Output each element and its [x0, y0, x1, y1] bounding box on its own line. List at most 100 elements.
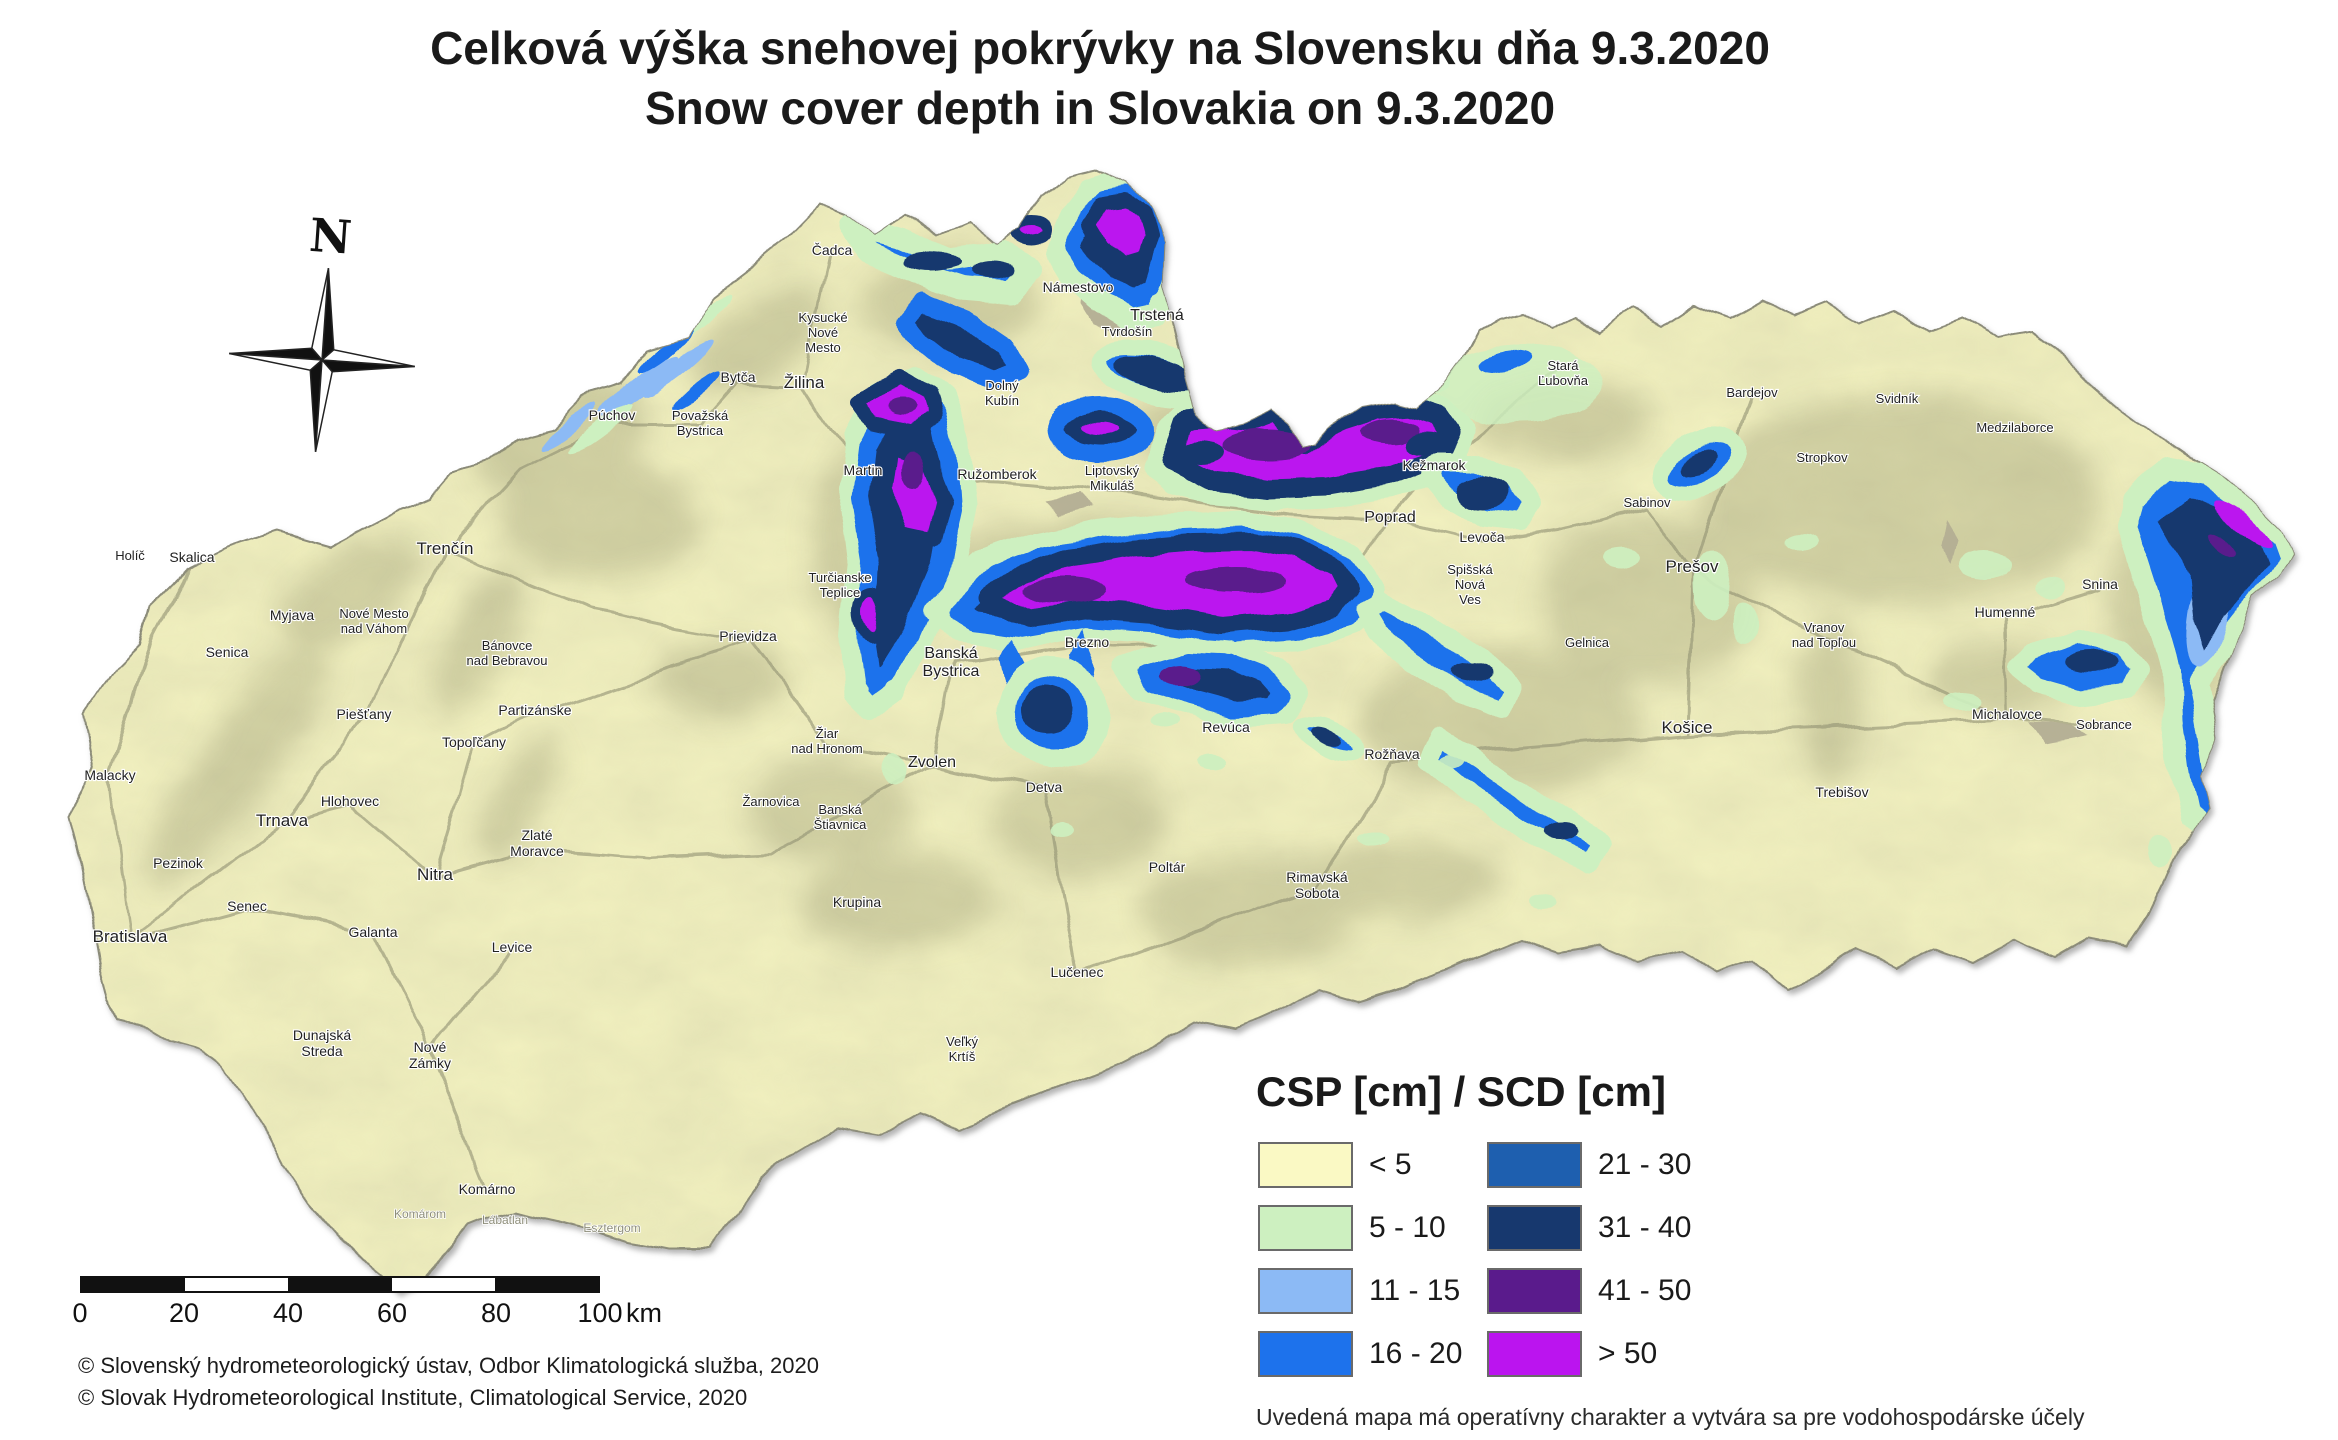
scalebar-tick: 20 [168, 1298, 200, 1328]
city-label: Galanta [348, 924, 397, 940]
city-label: Komárno [459, 1181, 516, 1197]
city-label: Trnava [256, 811, 309, 830]
city-label: Detva [1026, 779, 1063, 795]
city-label: Poprad [1364, 509, 1416, 526]
city-label: Prešov [1666, 557, 1719, 576]
city-label: Martin [844, 462, 883, 478]
city-label: Holíč [115, 548, 145, 563]
city-label: Turčianske Teplice [808, 570, 871, 600]
city-label: Dunajská Streda [293, 1027, 352, 1059]
city-label: Zvolen [908, 754, 956, 771]
scalebar-unit: km [626, 1298, 662, 1328]
legend-title: CSP [cm] / SCD [cm] [1256, 1068, 1666, 1115]
legend-label: 31 - 40 [1598, 1211, 1692, 1244]
city-label: Partizánske [498, 702, 571, 718]
scalebar-segment [391, 1278, 495, 1291]
city-label: Gelnica [1565, 635, 1610, 650]
city-label: Hlohovec [321, 793, 379, 809]
legend-swatch [1487, 1205, 1582, 1251]
city-label: Púchov [589, 407, 636, 423]
legend-label: < 5 [1369, 1148, 1412, 1181]
compass-north-label: N [308, 208, 354, 265]
city-label: Lábatlan [482, 1213, 528, 1227]
city-label: Spišská Nová Ves [1447, 562, 1493, 607]
city-label: Senica [206, 644, 249, 660]
city-label: Banská Štiavnica [814, 802, 868, 832]
city-labels: Bratislava Malacky Pezinok Senec Trnava Galan… [83, 241, 2133, 1236]
city-label: Myjava [270, 607, 315, 623]
city-label: Liptovský Mikuláš [1085, 463, 1140, 493]
city-label: Humenné [1975, 604, 2036, 620]
city-label: Poltár [1149, 859, 1186, 875]
city-label: Kežmarok [1402, 457, 1466, 473]
city-label: Trebišov [1815, 784, 1868, 800]
city-label: Sabinov [1624, 495, 1671, 510]
legend-label: 16 - 20 [1369, 1337, 1463, 1370]
city-label: Prievidza [719, 628, 777, 644]
city-label: Lučenec [1051, 964, 1104, 980]
scalebar-segment [82, 1278, 186, 1291]
city-label: Námestovo [1043, 279, 1114, 295]
city-label: Medzilaborce [1976, 420, 2053, 435]
legend-label: 5 - 10 [1369, 1211, 1446, 1244]
scalebar-tick: 80 [480, 1298, 512, 1328]
city-label: Stará Ľubovňa [1538, 358, 1589, 388]
legend-swatch [1258, 1331, 1353, 1377]
operational-note: Uvedená mapa má operatívny charakter a v… [1256, 1404, 2085, 1430]
scalebar-tick: 100 [577, 1298, 623, 1328]
city-label: Čadca [812, 242, 853, 258]
title-en: Snow cover depth in Slovakia on 9.3.2020 [644, 82, 1556, 134]
city-label: Krupina [833, 894, 881, 910]
city-label: Svidník [1876, 391, 1919, 406]
scalebar-tick: 0 [72, 1298, 88, 1328]
compass-star-icon [229, 268, 415, 452]
title-sk: Celková výška snehovej pokrývky na Slove… [430, 22, 1770, 74]
legend-swatch [1258, 1205, 1353, 1251]
city-label: Košice [1661, 718, 1712, 737]
scalebar-segment [185, 1278, 289, 1291]
city-label: Bytča [720, 369, 755, 385]
city-label: Žarnovica [742, 794, 800, 809]
scalebar-segment [288, 1278, 392, 1291]
city-label: Levice [492, 939, 533, 955]
city-label: Zlaté Moravce [510, 827, 564, 859]
legend-swatch [1258, 1142, 1353, 1188]
city-label: Tvrdošín [1102, 324, 1153, 339]
city-label: Stropkov [1796, 450, 1848, 465]
city-label: Topoľčany [442, 734, 506, 750]
city-label: Nitra [417, 865, 453, 884]
scale-bar [80, 1276, 600, 1293]
city-label: Brezno [1065, 634, 1110, 650]
city-label: Trstená [1130, 307, 1184, 324]
scalebar-tick: 60 [376, 1298, 408, 1328]
city-label: Michalovce [1972, 706, 2042, 722]
city-label: Esztergom [583, 1221, 640, 1235]
city-label: Piešťany [336, 706, 391, 722]
city-label: Kysucké Nové Mesto [798, 310, 847, 355]
city-label: Žilina [784, 373, 825, 392]
compass-rose: N [229, 208, 415, 452]
legend-label: 21 - 30 [1598, 1148, 1692, 1181]
legend-label: > 50 [1598, 1337, 1658, 1370]
city-label: Vranov nad Topľou [1792, 620, 1856, 650]
legend-swatch [1487, 1142, 1582, 1188]
city-label: Skalica [169, 549, 214, 565]
city-label: Banská Bystrica [923, 645, 980, 680]
city-label: Komárom [394, 1207, 446, 1221]
city-label: Malacky [84, 767, 135, 783]
city-label: Žiar nad Hronom [791, 726, 863, 756]
city-label: Rimavská Sobota [1286, 869, 1348, 901]
page-title: Celková výška snehovej pokrývky na Slove… [0, 18, 2200, 138]
scalebar-segment [494, 1278, 599, 1291]
city-label: Nové Mesto nad Váhom [339, 606, 408, 636]
city-label: Snina [2082, 576, 2118, 592]
legend-swatch [1487, 1268, 1582, 1314]
city-label: Považská Bystrica [672, 408, 729, 438]
legend-swatch [1487, 1331, 1582, 1377]
city-label: Bánovce nad Bebravou [467, 638, 548, 668]
scalebar-tick: 40 [272, 1298, 304, 1328]
scalebar-ticks: 0 20 40 60 80 100 km [72, 1298, 780, 1332]
city-label: Veľký Krtíš [946, 1034, 978, 1064]
